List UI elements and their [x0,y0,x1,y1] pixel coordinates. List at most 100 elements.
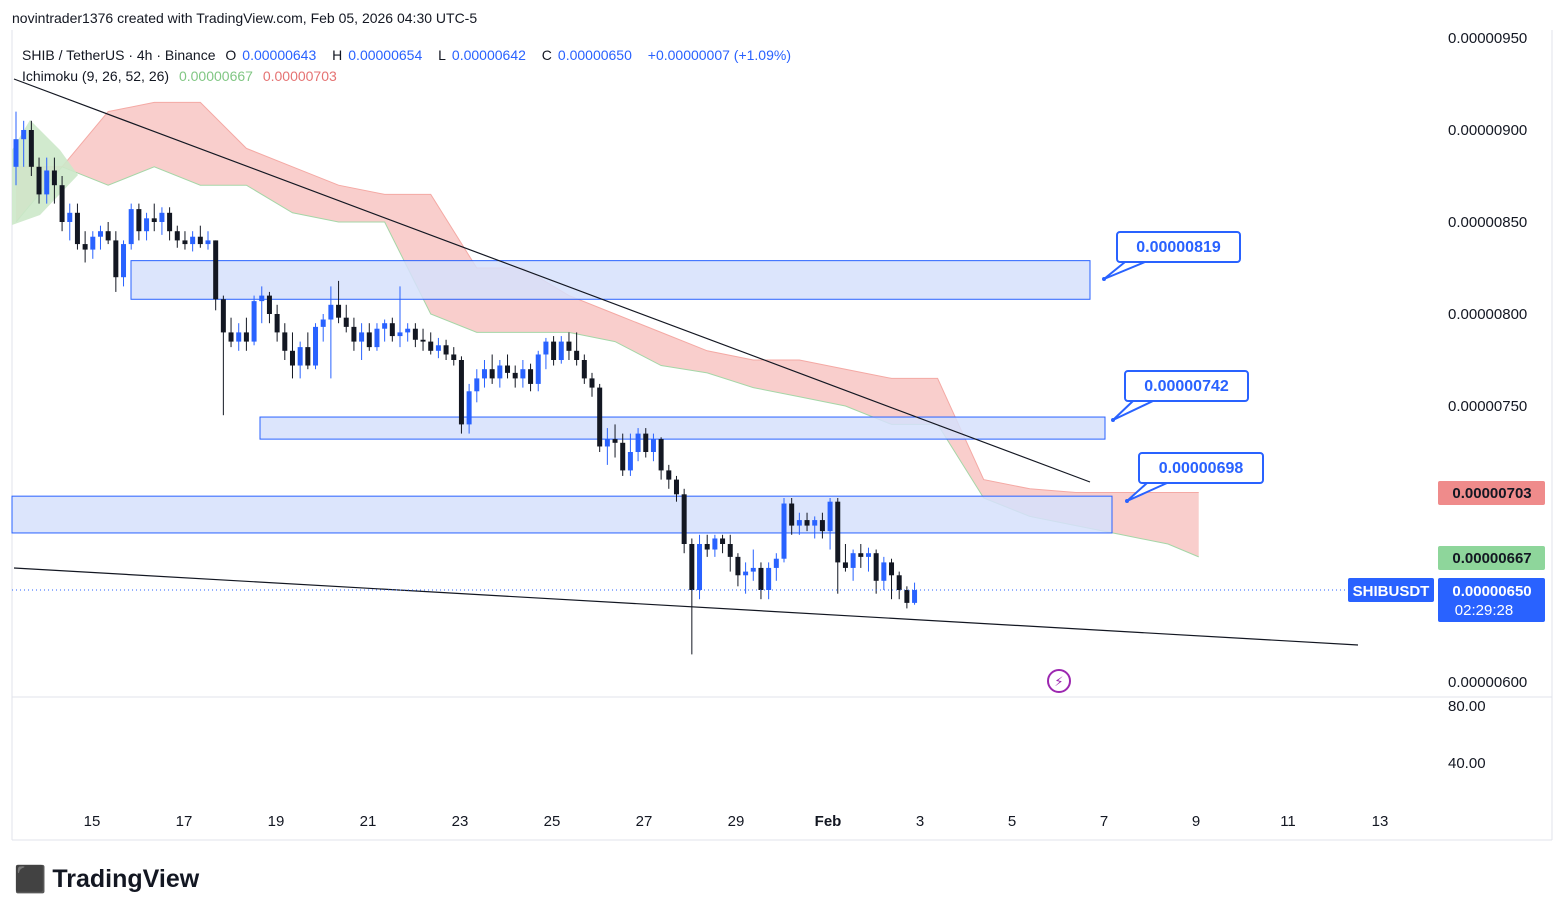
candle-body [259,295,265,302]
candle-74 [581,354,587,384]
candle-body [720,538,726,544]
price-axis: 0.00000950 0.00000900 0.00000850 0.00000800… [1448,30,1527,772]
zone-callout-dot [1102,277,1106,281]
candle-11 [97,225,103,250]
candle-body [412,328,418,340]
candle-49 [389,317,395,342]
zone-callout-label: 0.00000819 [1136,239,1221,256]
last-price-text: 0.00000650 [1452,583,1531,600]
candle-body [220,299,226,333]
candle-body [428,341,434,351]
candle-117 [912,582,918,605]
candle-93 [727,534,733,572]
candle-body [243,332,249,342]
zone-callouts: 0.00000819 0.00000742 0.00000698 [1102,231,1264,503]
candle-34 [274,304,280,342]
candle-116 [904,586,910,609]
candle-106 [827,498,833,550]
candle-39 [313,323,319,370]
candle-80 [627,433,633,476]
oscillator-tick-label: 80.00 [1448,698,1486,715]
candle-25 [205,231,211,250]
symbol-label[interactable]: SHIB / TetherUS · 4h · Binance [22,47,216,63]
candle-body [105,231,111,241]
candle-17 [144,212,150,241]
candle-body [389,323,395,337]
candle-78 [612,424,618,458]
candle-86 [673,475,679,502]
candle-body [343,317,349,327]
zone-callout-label: 0.00000742 [1144,378,1229,395]
time-axis: 15 17 19 21 23 25 27 29 Feb 3 5 7 9 11 13 [84,813,1389,830]
candle-33 [266,291,272,324]
low-label: L [438,47,446,63]
candle-32 [259,286,265,324]
candle-body [727,544,733,557]
candle-body [397,332,403,337]
candle-15 [128,203,134,250]
zone-callout-dot [1111,418,1115,422]
candle-43 [343,304,349,333]
candle-75 [589,372,595,397]
candle-body [435,345,441,351]
zone-callout-pointer [1112,400,1154,421]
candle-body [650,439,656,452]
candle-4 [44,157,50,204]
candle-101 [789,498,795,535]
change-value: +0.00000007 (+1.09%) [647,47,791,63]
span-a-badge-text: 0.00000667 [1452,550,1531,567]
candle-body [28,130,34,167]
span-a-badge: 0.00000667 [1438,546,1545,570]
zone-callout-3: 0.00000698 [1125,452,1264,503]
low-value: 0.00000642 [451,47,526,63]
candle-body [704,544,710,550]
candle-body [620,442,626,471]
candle-body [497,365,503,379]
candle-50 [397,286,403,348]
candle-body [274,314,280,333]
candle-body [351,326,357,342]
candle-83 [650,433,656,462]
candle-body [382,323,388,329]
candle-48 [382,319,388,342]
indicator-label[interactable]: Ichimoku (9, 26, 52, 26) [22,68,170,84]
candle-body [597,387,603,447]
tradingview-logo[interactable]: ⬛ TradingView [14,864,199,895]
candle-body [466,391,472,425]
countdown-text: 02:29:28 [1455,602,1513,619]
candle-body [697,544,703,590]
candle-body [36,166,42,195]
candle-73 [574,332,580,366]
candle-body [174,231,180,241]
open-value: 0.00000643 [242,47,317,63]
candle-77 [604,428,610,465]
candle-body [627,452,633,471]
candle-91 [712,534,718,557]
candle-body [766,567,772,590]
candle-105 [819,512,825,539]
support-resistance-zones [11,260,1113,534]
candle-61 [481,360,487,388]
candle-90 [704,534,710,557]
time-tick-label: 9 [1192,813,1200,830]
candle-body [819,520,825,532]
candle-60 [474,369,480,403]
price-tick-label: 0.00000600 [1448,674,1527,691]
candle-6 [59,176,65,232]
high-value: 0.00000654 [348,47,423,63]
candle-36 [289,332,295,379]
candle-82 [643,428,649,458]
high-label: H [332,47,343,63]
price-tick-label: 0.00000850 [1448,214,1527,231]
candle-52 [412,323,418,348]
oscillator-tick-label: 40.00 [1448,755,1486,772]
candle-3 [36,157,42,204]
candle-5 [51,157,57,204]
candle-body [520,369,526,379]
time-tick-label: 17 [176,813,193,830]
candle-57 [451,347,457,366]
candle-89 [697,534,703,600]
zone-3 [11,495,1113,534]
zone-2 [259,416,1106,440]
